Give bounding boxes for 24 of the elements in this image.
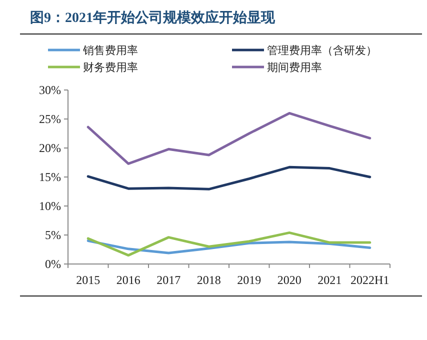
x-tick-label: 2016 [116,273,140,287]
y-tick-label: 10% [39,199,61,213]
x-tick-label: 2017 [156,273,181,287]
y-tick-label: 25% [39,112,61,126]
x-tick-label: 2022H1 [350,273,390,287]
chart-title: 图9：2021年开始公司规模效应开始显现 [30,9,276,26]
x-tick-label: 2019 [237,273,262,287]
legend-label: 销售费用率 [82,44,138,57]
y-tick-label: 5% [45,228,61,242]
legend-label: 管理费用率（含研发） [267,44,377,57]
x-tick-label: 2018 [196,273,221,287]
x-tick-label: 2020 [277,273,302,287]
line-series [86,166,372,190]
legend-label: 财务费用率 [83,61,138,74]
x-tick-label: 2015 [76,273,100,287]
legend-label: 期间费用率 [267,61,322,74]
line-series [86,231,372,257]
y-tick-label: 0% [45,257,61,271]
line-series [86,112,372,165]
y-tick-label: 15% [39,170,61,184]
y-tick-label: 30% [39,83,61,97]
line-series [86,240,372,254]
x-tick-label: 2021 [318,273,342,287]
y-tick-label: 20% [39,141,61,155]
